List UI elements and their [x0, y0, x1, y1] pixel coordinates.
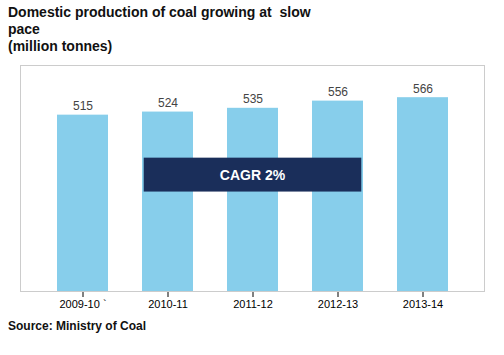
svg-text:535: 535 [243, 92, 263, 106]
html-text:(million tonnes): (million tonnes) [8, 38, 113, 54]
svg-text:524: 524 [158, 96, 178, 110]
html-text:Domestic production of coal gr: Domestic production of coal growing at s… [8, 4, 311, 37]
svg-text:566: 566 [413, 82, 433, 96]
svg-text:556: 556 [328, 85, 348, 99]
svg-text:2009-10 `: 2009-10 ` [59, 298, 106, 310]
svg-text:515: 515 [73, 99, 93, 113]
svg-text:2013-14: 2013-14 [403, 298, 443, 310]
svg-text:2012-13: 2012-13 [318, 298, 358, 310]
svg-text:2010-11: 2010-11 [148, 298, 188, 310]
html-text:Source: Ministry of Coal: Source: Ministry of Coal [8, 319, 146, 333]
svg-text:CAGR 2%: CAGR 2% [220, 167, 286, 183]
svg-text:2011-12: 2011-12 [233, 298, 273, 310]
